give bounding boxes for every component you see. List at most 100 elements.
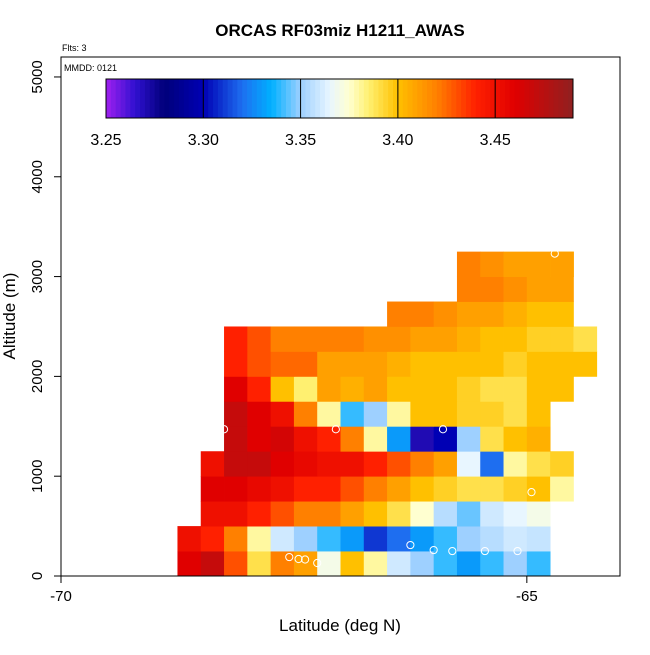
date-annotation: MMDD: 0121: [64, 63, 117, 73]
heatmap-cell: [480, 551, 504, 577]
heatmap-cell: [433, 376, 458, 402]
heatmap-cell: [363, 351, 388, 377]
heatmap-cell: [480, 401, 504, 427]
heatmap-cell: [363, 476, 388, 502]
heatmap-cell: [456, 526, 481, 552]
heatmap-cell: [526, 501, 551, 527]
colorbar-segment: [456, 79, 462, 118]
flight-point: [331, 425, 340, 434]
heatmap-cell: [317, 326, 341, 352]
heatmap-cell: [363, 451, 388, 477]
y-tick-label: 1000: [29, 460, 46, 493]
heatmap-cell: [387, 326, 411, 352]
heatmap-cell: [363, 326, 388, 352]
colorbar-segment: [519, 79, 525, 118]
colorbar-segment: [285, 79, 292, 118]
colorbar-segment: [169, 79, 175, 118]
colorbar-segment: [120, 79, 126, 118]
heatmap-cell: [317, 351, 341, 377]
heatmap-cell: [224, 551, 248, 577]
flight-points: [164, 249, 559, 568]
heatmap-cell: [410, 351, 435, 377]
heatmap-cell: [526, 276, 551, 302]
heatmap-cell: [387, 376, 411, 402]
colorbar-segment: [461, 79, 467, 118]
colorbar-segment: [339, 79, 345, 118]
heatmap-cell: [387, 301, 411, 327]
heatmap-cell: [247, 476, 272, 502]
heatmap-cell: [410, 301, 435, 327]
heatmap-cell: [387, 401, 411, 427]
heatmap-cell: [270, 326, 295, 352]
heatmap-cell: [433, 551, 458, 577]
heatmap-cell: [503, 276, 528, 302]
heatmap-cell: [317, 501, 341, 527]
heatmap-cell: [526, 551, 551, 577]
heatmap-cell: [387, 551, 411, 577]
heatmap-cell: [480, 476, 504, 502]
colorbar-segment: [368, 79, 375, 118]
heatmap-cell: [340, 501, 365, 527]
heatmap-cell: [410, 376, 435, 402]
heatmap-cell: [550, 326, 574, 352]
heatmap-cell: [456, 501, 481, 527]
x-tick-label: -70: [50, 588, 72, 605]
colorbar-segment: [324, 79, 331, 118]
colorbar-segment: [543, 79, 550, 118]
heatmap-cell: [247, 501, 272, 527]
colorbar-segment: [524, 79, 530, 118]
heatmap-cell: [503, 351, 528, 377]
heatmap-cell: [247, 451, 272, 477]
colorbar-segment: [125, 79, 131, 118]
heatmap-cell: [433, 526, 458, 552]
colorbar-tick-label: 3.40: [382, 132, 413, 149]
heatmap-cell: [550, 301, 574, 327]
heatmap-cell: [503, 501, 528, 527]
colorbar-segment: [261, 79, 268, 118]
heatmap-cell: [363, 426, 388, 452]
colorbar-segment: [383, 79, 389, 118]
heatmap-cell: [270, 426, 295, 452]
heatmap-cell: [503, 526, 528, 552]
heatmap-cell: [293, 426, 318, 452]
heatmap-cell: [293, 451, 318, 477]
heatmap-cell: [363, 526, 388, 552]
heatmap-cell: [340, 376, 365, 402]
heatmap-cell: [526, 401, 551, 427]
heatmap-cell: [456, 476, 481, 502]
heatmap-cell: [340, 476, 365, 502]
flight-point: [301, 555, 310, 564]
colorbar-segment: [363, 79, 370, 118]
colorbar-segment: [178, 79, 185, 118]
heatmap-cell: [503, 251, 528, 277]
colorbar-segment: [412, 79, 418, 118]
heatmap-cell: [550, 476, 574, 502]
flight-point: [480, 546, 490, 556]
flight-point: [166, 542, 176, 551]
heatmap-cell: [387, 426, 411, 452]
heatmap-cell: [526, 301, 551, 327]
heatmap-cells: [177, 251, 598, 577]
heatmap-cell: [503, 326, 528, 352]
heatmap-cell: [340, 526, 365, 552]
heatmap-cell: [480, 376, 504, 402]
y-tick-label: 5000: [29, 60, 46, 93]
colorbar-segment: [427, 79, 433, 118]
colorbar-segment: [553, 79, 559, 118]
colorbar-segment: [402, 79, 409, 118]
y-tick-label: 2000: [29, 360, 46, 393]
colorbar-segment: [276, 79, 282, 118]
heatmap-cell: [247, 401, 272, 427]
colorbar-segment: [529, 79, 535, 118]
heatmap-cell: [247, 426, 272, 452]
colorbar-segment: [470, 79, 477, 118]
heatmap-cell: [526, 251, 551, 277]
heatmap-cell: [433, 401, 458, 427]
heatmap-cell: [363, 401, 388, 427]
colorbar-segment: [568, 79, 574, 118]
heatmap-cell: [433, 301, 458, 327]
heatmap-cell: [456, 251, 481, 277]
y-tick-label: 4000: [29, 160, 46, 193]
colorbar-segment: [188, 79, 195, 118]
